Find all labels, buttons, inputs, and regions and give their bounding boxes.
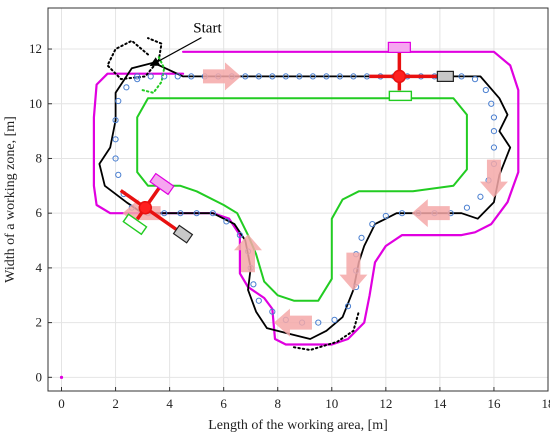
path-point-marker <box>358 234 365 241</box>
path-point-marker <box>296 73 303 80</box>
origin-marker <box>59 375 64 379</box>
path-point-marker <box>336 73 343 80</box>
path-point-marker <box>458 73 465 80</box>
path-point-marker <box>115 97 122 105</box>
path-point-marker <box>369 221 376 228</box>
path-point-marker <box>147 73 154 80</box>
tick-labels: 0 2 4 6 8 10 12 14 16 18 0 2 4 6 8 10 12 <box>29 41 550 411</box>
machine <box>119 172 194 244</box>
y-tick-label: 2 <box>36 315 43 330</box>
path-point-marker <box>112 117 119 124</box>
series-line-black-dotted <box>292 310 360 351</box>
start-annotation: Start <box>193 21 222 37</box>
x-tick-label: 10 <box>325 396 338 411</box>
x-tick-label: 12 <box>379 396 392 411</box>
path-point-marker <box>123 84 130 91</box>
y-tick-label: 4 <box>36 260 43 275</box>
path-point-marker <box>344 303 352 310</box>
x-tick-label: 6 <box>220 396 227 411</box>
path-point-marker <box>134 76 141 83</box>
path-point-marker <box>488 100 495 107</box>
path-point-marker <box>490 114 498 121</box>
x-tick-label: 4 <box>166 396 173 411</box>
series-line-green-solid <box>136 97 468 302</box>
path-point-marker <box>269 73 276 80</box>
series-line-black-dotted <box>106 37 163 81</box>
path-point-marker <box>242 73 249 80</box>
path-point-marker <box>115 171 122 178</box>
path-point-marker <box>112 136 119 143</box>
machine <box>369 41 454 102</box>
path-point-marker <box>382 212 389 220</box>
series-line-magenta-solid <box>92 50 520 346</box>
path-point-marker <box>282 73 289 80</box>
direction-arrow-down <box>339 252 368 291</box>
path-point-marker <box>236 231 243 239</box>
x-tick-label: 18 <box>542 396 550 411</box>
path-point-marker <box>482 86 489 94</box>
direction-arrow-down <box>479 159 508 198</box>
path-point-marker <box>177 210 184 217</box>
start-arrow <box>149 37 202 67</box>
path-point-marker <box>174 73 181 80</box>
path-point-marker <box>490 144 498 151</box>
path-point-marker <box>309 73 316 80</box>
y-tick-label: 8 <box>36 150 43 165</box>
path-point-marker <box>250 281 257 288</box>
path-point-marker <box>134 73 141 80</box>
direction-arrow-left <box>411 199 450 228</box>
machines <box>119 41 454 244</box>
direction-arrow-right <box>202 62 241 91</box>
path-point-marker <box>193 210 200 217</box>
x-tick-label: 2 <box>112 396 119 411</box>
y-tick-label: 0 <box>36 369 43 384</box>
path-point-marker <box>161 73 168 80</box>
series-line-green-dotted <box>141 56 166 94</box>
x-axis-label: Length of the working area, [m] <box>208 418 388 433</box>
path-point-marker <box>209 210 216 217</box>
path-point-marker <box>315 319 322 326</box>
path-point-marker <box>398 210 406 217</box>
path-point-marker <box>350 73 357 80</box>
x-tick-label: 0 <box>58 396 65 411</box>
y-axis-label: Width of a working zone, [m] <box>3 116 18 283</box>
direction-arrows <box>122 62 508 337</box>
plot-area <box>47 7 549 392</box>
path-point-marker <box>490 128 498 135</box>
y-tick-label: 10 <box>29 96 42 111</box>
y-tick-label: 12 <box>29 41 42 56</box>
path-point-marker <box>255 73 262 80</box>
path-point-marker <box>161 210 168 217</box>
path-point-marker <box>223 218 230 225</box>
path-point-marker <box>255 297 262 304</box>
annotation: Start <box>149 21 222 67</box>
grid <box>48 8 549 391</box>
direction-arrow-left <box>273 308 312 337</box>
x-tick-label: 8 <box>274 396 281 411</box>
path-point-marker <box>188 73 195 80</box>
path-point-marker <box>477 193 484 200</box>
y-tick-label: 6 <box>36 205 43 220</box>
path-point-marker <box>323 73 330 80</box>
path-point-marker <box>471 76 479 83</box>
path-point-marker <box>331 316 338 323</box>
path-point-marker <box>269 308 276 315</box>
path-point-marker <box>463 204 471 211</box>
path-point-marker <box>112 155 119 162</box>
direction-arrow-up <box>234 234 262 273</box>
x-tick-label: 14 <box>433 396 447 411</box>
x-tick-label: 16 <box>487 396 501 411</box>
